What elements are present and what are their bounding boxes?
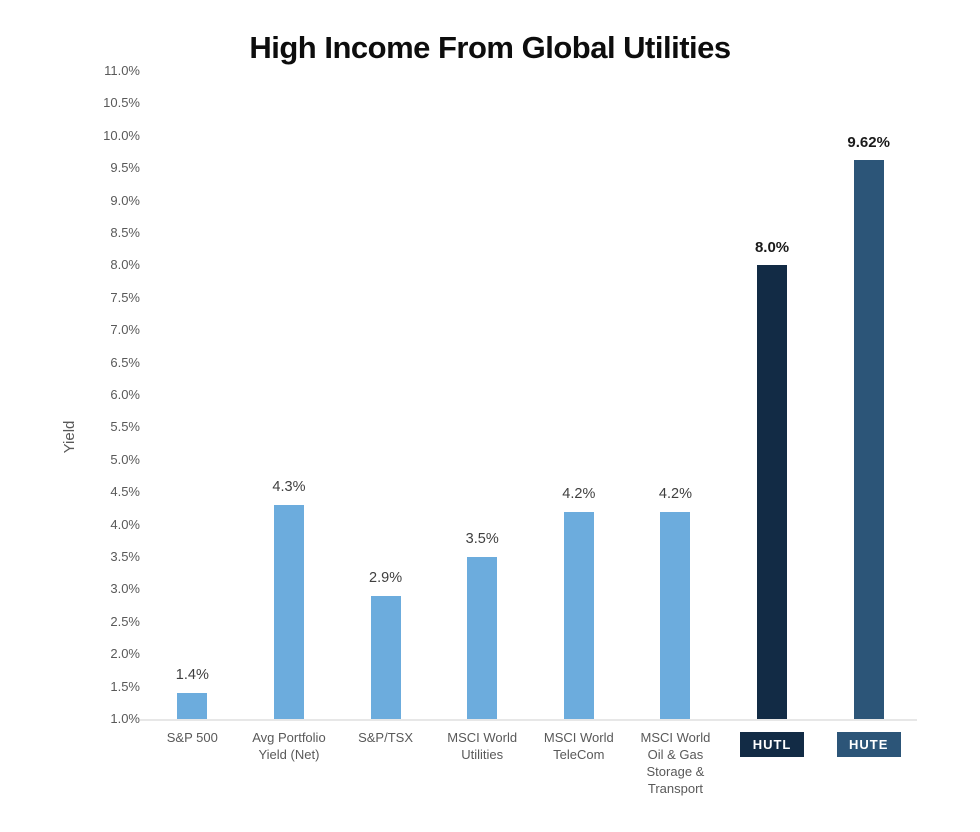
- bar-series: [370, 595, 401, 719]
- value-label: 4.2%: [562, 485, 596, 502]
- bar-series: [177, 693, 208, 719]
- y-tick-label: 5.5%: [110, 419, 140, 435]
- category-label-line: S&P/TSX: [358, 730, 414, 745]
- y-tick-label: 7.5%: [110, 289, 140, 305]
- y-tick-label: 10.5%: [103, 95, 140, 111]
- bar-series: [563, 511, 594, 719]
- y-tick-label: 4.0%: [110, 516, 140, 532]
- y-tick-label: 8.0%: [110, 257, 140, 273]
- bar-series: [273, 505, 304, 719]
- y-tick-label: 3.0%: [110, 581, 140, 597]
- bar-hute: [853, 160, 884, 719]
- y-tick-label: 4.5%: [110, 484, 140, 500]
- value-label: 4.2%: [658, 485, 692, 502]
- category-label-line: Yield (Net): [258, 747, 320, 762]
- value-label: 1.4%: [175, 667, 209, 684]
- value-label: 9.62%: [847, 134, 890, 152]
- y-tick-label: 10.0%: [103, 127, 140, 143]
- value-label: 8.0%: [754, 239, 790, 257]
- chart-title: High Income From Global Utilities: [249, 30, 731, 65]
- y-tick-label: 11.0%: [104, 63, 140, 78]
- category-label: S&P/TSX: [331, 729, 441, 746]
- y-tick-label: 8.5%: [110, 225, 140, 240]
- y-tick-label: 6.0%: [110, 387, 140, 402]
- category-label-line: Transport: [647, 781, 704, 796]
- y-tick-label: 5.0%: [110, 451, 140, 467]
- y-tick-label: 6.5%: [110, 354, 140, 370]
- category-label-line: Oil & Gas: [647, 747, 704, 762]
- bar-series: [660, 511, 691, 719]
- y-tick-label: 1.5%: [110, 678, 140, 694]
- bar-series: [467, 557, 498, 719]
- y-tick-label: 2.0%: [110, 646, 140, 662]
- category-label-line: Storage &: [646, 764, 705, 779]
- y-tick-label: 3.5%: [110, 549, 140, 564]
- y-tick-label: 9.0%: [110, 192, 140, 208]
- category-label-line: MSCI World: [640, 730, 711, 745]
- value-label: 2.9%: [369, 569, 403, 586]
- category-label: MSCI World TeleCom: [524, 729, 634, 763]
- category-label-line: MSCI World: [543, 730, 614, 745]
- category-label-line: Avg Portfolio: [252, 730, 326, 745]
- category-box-hute: HUTE: [836, 732, 901, 757]
- category-label: MSCI World Utilities: [427, 729, 537, 763]
- y-tick-label: 7.0%: [110, 322, 140, 338]
- category-label-line: MSCI World: [447, 730, 518, 745]
- category-label-line: TeleCom: [553, 747, 605, 762]
- x-axis-line: [140, 719, 917, 721]
- category-label: Avg Portfolio Yield (Net): [234, 729, 344, 763]
- value-label: 4.3%: [272, 479, 306, 496]
- category-label-line: S&P 500: [166, 730, 218, 745]
- category-box-hutl: HUTL: [740, 732, 805, 757]
- category-label-line: Utilities: [461, 747, 504, 762]
- category-label: MSCI World Oil & Gas Storage & Transport: [620, 729, 730, 797]
- y-tick-label: 9.5%: [110, 160, 140, 176]
- value-label: 3.5%: [465, 531, 499, 547]
- y-tick-label: 2.5%: [110, 613, 140, 629]
- category-label: S&P 500: [137, 729, 247, 746]
- bar-hutl: [757, 265, 788, 719]
- y-tick-label: 1.0%: [110, 711, 140, 726]
